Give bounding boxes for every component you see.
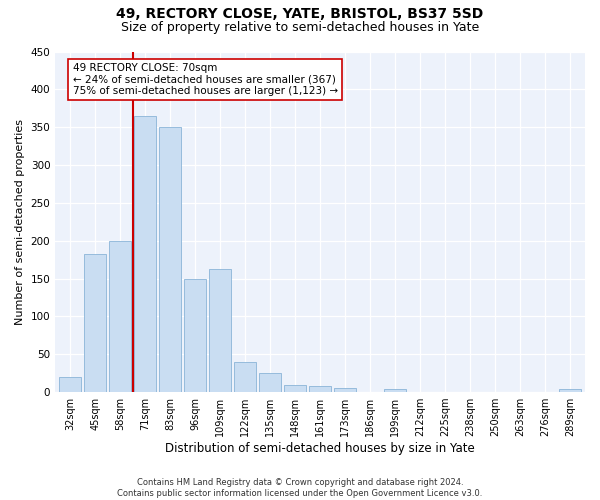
- Bar: [334, 388, 356, 392]
- Bar: [159, 127, 181, 392]
- Bar: [284, 384, 307, 392]
- Bar: [84, 254, 106, 392]
- Y-axis label: Number of semi-detached properties: Number of semi-detached properties: [15, 119, 25, 325]
- Bar: [209, 268, 232, 392]
- Bar: [309, 386, 331, 392]
- Bar: [259, 373, 281, 392]
- Text: Contains HM Land Registry data © Crown copyright and database right 2024.
Contai: Contains HM Land Registry data © Crown c…: [118, 478, 482, 498]
- Text: 49, RECTORY CLOSE, YATE, BRISTOL, BS37 5SD: 49, RECTORY CLOSE, YATE, BRISTOL, BS37 5…: [116, 8, 484, 22]
- Bar: [59, 377, 82, 392]
- Bar: [134, 116, 157, 392]
- Text: Size of property relative to semi-detached houses in Yate: Size of property relative to semi-detach…: [121, 21, 479, 34]
- Bar: [109, 240, 131, 392]
- Bar: [559, 389, 581, 392]
- Bar: [184, 278, 206, 392]
- Bar: [384, 389, 406, 392]
- X-axis label: Distribution of semi-detached houses by size in Yate: Distribution of semi-detached houses by …: [165, 442, 475, 455]
- Bar: [234, 362, 256, 392]
- Text: 49 RECTORY CLOSE: 70sqm
← 24% of semi-detached houses are smaller (367)
75% of s: 49 RECTORY CLOSE: 70sqm ← 24% of semi-de…: [73, 63, 338, 96]
